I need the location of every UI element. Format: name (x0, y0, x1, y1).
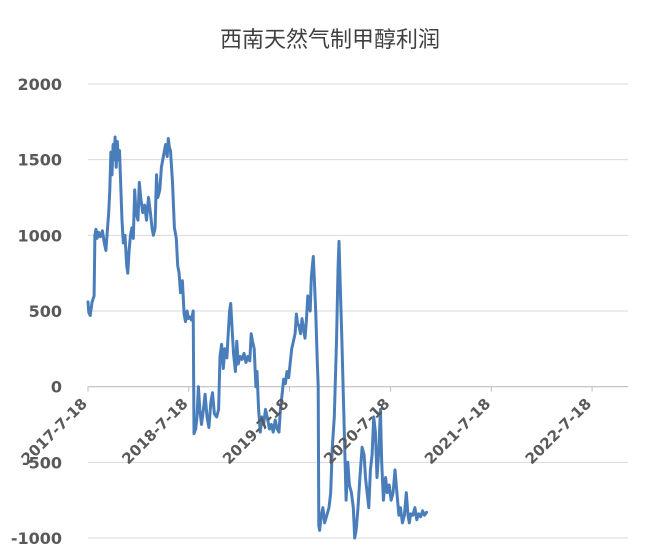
series-line (86, 135, 428, 540)
y-tick-label: 1500 (17, 151, 62, 170)
x-tick-label: 2018-7-18 (118, 395, 191, 468)
y-tick-label: 500 (29, 302, 62, 321)
x-axis-tick-labels: 2017-7-18 2018-7-18 2019-7-18 2020-7-18 2021… (18, 395, 595, 468)
x-tick-label: 2022-7-18 (522, 395, 595, 468)
x-tick-label: 2019-7-18 (219, 395, 292, 468)
y-tick-label: 2000 (17, 75, 62, 94)
series-layer (86, 135, 428, 540)
y-tick-label: 1000 (17, 226, 62, 245)
x-tick-label: 2021-7-18 (421, 395, 494, 468)
y-tick-label: -500 (22, 453, 62, 472)
gridlines (88, 83, 628, 539)
y-axis-tick-labels: 2000 1500 1000 500 0 -500 -1000 (11, 75, 62, 548)
y-tick-label: 0 (51, 378, 62, 397)
chart-title: 西南天然气制甲醇利润 (220, 28, 440, 53)
x-axis (87, 386, 628, 392)
y-tick-label: -1000 (11, 529, 62, 548)
